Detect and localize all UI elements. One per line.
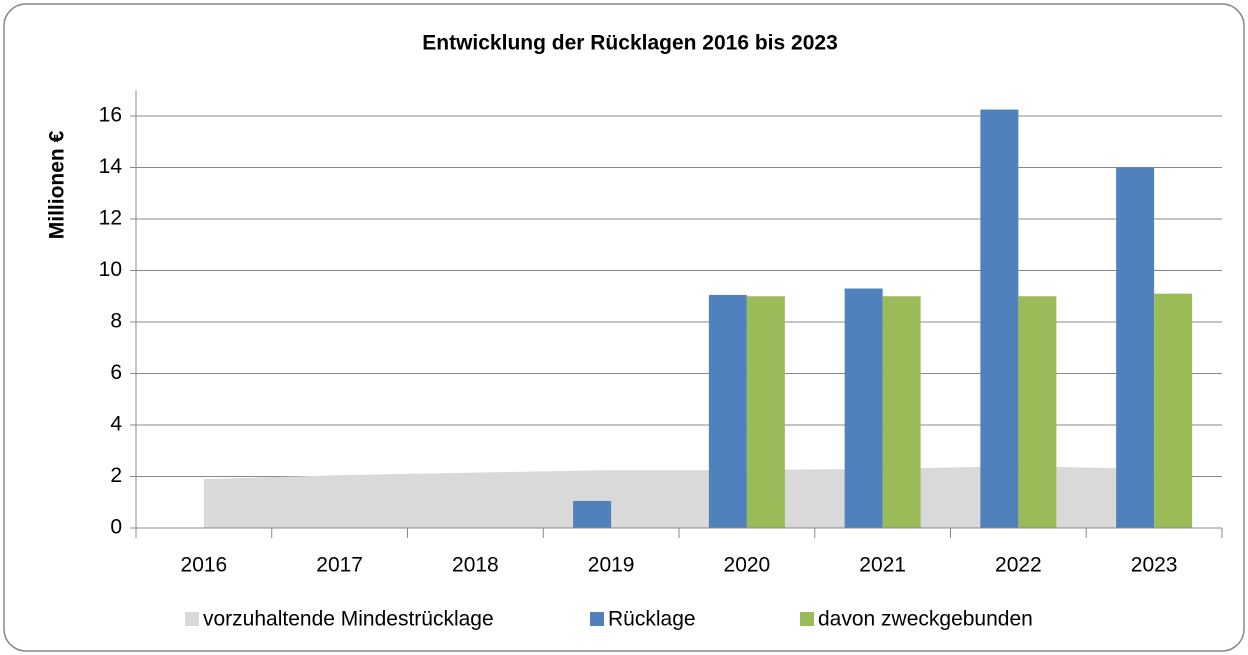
y-tick-label: 10	[99, 258, 122, 281]
x-tick-label: 2020	[724, 554, 771, 577]
bar	[708, 294, 747, 528]
y-axis-label: Millionen €	[46, 130, 69, 239]
legend-swatch	[590, 612, 604, 626]
bar	[1018, 296, 1057, 528]
x-tick-label: 2023	[1131, 554, 1178, 577]
y-tick-label: 16	[99, 104, 122, 127]
bar	[573, 500, 612, 528]
x-tick-label: 2017	[316, 554, 363, 577]
y-tick-label: 14	[99, 155, 123, 178]
y-tick-label: 4	[110, 413, 122, 436]
legend-label: Rücklage	[608, 608, 696, 631]
bar	[1116, 167, 1155, 528]
x-tick-label: 2016	[181, 554, 228, 577]
bar	[1154, 293, 1193, 528]
x-tick-label: 2018	[452, 554, 499, 577]
bar	[980, 109, 1019, 528]
chart-title: Entwicklung der Rücklagen 2016 bis 2023	[422, 32, 838, 55]
legend-label: vorzuhaltende Mindestrücklage	[203, 608, 494, 631]
legend-swatch	[800, 612, 814, 626]
legend-label: davon zweckgebunden	[818, 608, 1033, 631]
bar	[746, 296, 785, 528]
x-tick-label: 2021	[859, 554, 906, 577]
y-tick-label: 6	[110, 361, 122, 384]
y-tick-label: 0	[110, 516, 122, 539]
y-tick-label: 2	[110, 464, 122, 487]
x-tick-label: 2019	[588, 554, 635, 577]
y-tick-label: 12	[99, 207, 122, 230]
bar	[882, 296, 921, 528]
x-tick-label: 2022	[995, 554, 1042, 577]
legend-swatch	[185, 612, 199, 626]
y-tick-label: 8	[110, 310, 122, 333]
bar	[844, 288, 883, 528]
